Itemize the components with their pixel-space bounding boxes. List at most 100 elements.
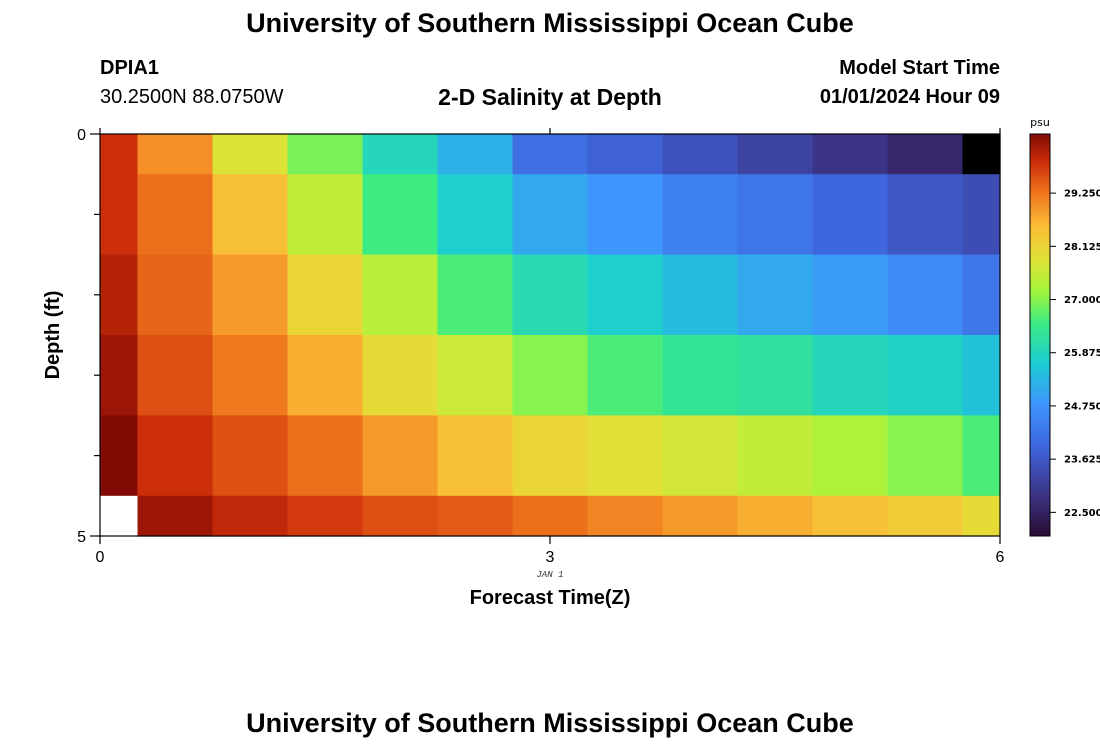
- heatmap-cell: [962, 495, 1001, 537]
- heatmap-cell: [662, 415, 739, 497]
- heatmap-cell: [737, 335, 814, 416]
- heatmap-cell: [287, 134, 364, 175]
- heatmap-cell: [100, 174, 139, 256]
- heatmap-cell: [287, 254, 364, 336]
- heatmap-cell: [362, 174, 439, 256]
- heatmap-cell: [662, 174, 739, 256]
- heatmap-cell: [812, 134, 889, 175]
- heatmap-cell: [887, 335, 964, 416]
- heatmap-cell: [512, 335, 589, 416]
- heatmap-cell: [362, 415, 439, 497]
- heatmap-cell: [662, 254, 739, 336]
- heatmap-cell: [437, 495, 514, 537]
- heatmap-cell: [887, 254, 964, 336]
- heatmap-cell: [812, 254, 889, 336]
- heatmap-cell: [362, 134, 439, 175]
- footer-title: University of Southern Mississippi Ocean…: [246, 708, 854, 738]
- heatmap-cell: [100, 254, 139, 336]
- heatmap-cell: [287, 495, 364, 537]
- station-coordinates: 30.2500N 88.0750W: [100, 86, 284, 108]
- heatmap-cell: [887, 174, 964, 256]
- colorbar-tick-label: 24.750: [1064, 401, 1100, 412]
- heatmap-cell: [212, 134, 289, 175]
- heatmap-cell: [887, 495, 964, 537]
- y-axis-label: Depth (ft): [42, 291, 64, 380]
- heatmap-cell: [662, 495, 739, 537]
- heatmap-cell: [137, 254, 214, 336]
- heatmap-cell: [137, 134, 214, 175]
- heatmap-cell: [587, 335, 664, 416]
- heatmap-cell: [212, 335, 289, 416]
- heatmap-cell: [662, 335, 739, 416]
- axis-ticks: [90, 128, 1001, 544]
- heatmap-cell: [587, 495, 664, 537]
- colorbar: 22.500 23.625 24.750 25.875 27.000 28.125 29.2…: [1029, 116, 1100, 537]
- heatmap-cell: [100, 335, 139, 416]
- heatmap-cell: [812, 335, 889, 416]
- heatmap-cell: [737, 415, 814, 497]
- heatmap-cell: [137, 335, 214, 416]
- heatmap-cell: [212, 495, 289, 537]
- colorbar-tick-label: 22.500: [1064, 508, 1100, 519]
- heatmap-cells: [100, 134, 1001, 537]
- heatmap-cell: [512, 134, 589, 175]
- heatmap-cell: [287, 335, 364, 416]
- heatmap-cell: [137, 174, 214, 256]
- heatmap-cell: [100, 495, 139, 537]
- heatmap-cell: [287, 174, 364, 256]
- x-date-label: JAN 1: [536, 570, 563, 580]
- x-tick-label: 3: [546, 549, 555, 566]
- heatmap-cell: [662, 134, 739, 175]
- heatmap-cell: [362, 335, 439, 416]
- x-tick-label: 0: [96, 549, 105, 566]
- x-tick-label: 6: [996, 549, 1005, 566]
- colorbar-tick-label: 25.875: [1064, 348, 1100, 359]
- heatmap-cell: [212, 254, 289, 336]
- model-start-value: 01/01/2024 Hour 09: [819, 86, 1000, 108]
- heatmap-cell: [812, 415, 889, 497]
- heatmap-cell: [737, 495, 814, 537]
- colorbar-tick-label: 28.125: [1064, 242, 1100, 253]
- heatmap-cell: [587, 174, 664, 256]
- heatmap-cell: [812, 495, 889, 537]
- heatmap-cell: [962, 335, 1001, 416]
- chart-subtitle: 2-D Salinity at Depth: [438, 84, 662, 110]
- heatmap-cell: [737, 254, 814, 336]
- heatmap-cell: [812, 174, 889, 256]
- chart-title: University of Southern Mississippi Ocean…: [246, 8, 854, 38]
- heatmap-cell: [100, 415, 139, 497]
- heatmap-cell: [587, 415, 664, 497]
- heatmap-cell: [887, 134, 964, 175]
- heatmap-cell: [587, 134, 664, 175]
- heatmap-cell: [212, 415, 289, 497]
- y-tick-label: 0: [77, 127, 86, 144]
- colorbar-gradient: [1029, 133, 1051, 537]
- colorbar-tick-label: 29.250: [1064, 189, 1100, 200]
- heatmap-cell: [437, 134, 514, 175]
- y-tick-label: 5: [77, 529, 86, 546]
- heatmap-cell: [512, 174, 589, 256]
- heatmap-cell: [512, 415, 589, 497]
- station-id: DPIA1: [100, 57, 159, 79]
- colorbar-ticks: 22.500 23.625 24.750 25.875 27.000 28.125 29.2…: [1050, 189, 1100, 519]
- heatmap-cell: [512, 495, 589, 537]
- heatmap-cell: [737, 134, 814, 175]
- heatmap-cell: [962, 415, 1001, 497]
- heatmap-cell: [137, 415, 214, 497]
- colorbar-unit: psu: [1030, 116, 1050, 129]
- colorbar-tick-label: 27.000: [1064, 295, 1100, 306]
- heatmap-cell: [137, 495, 214, 537]
- heatmap-cell: [362, 254, 439, 336]
- heatmap-cell: [287, 415, 364, 497]
- heatmap-cell: [962, 174, 1001, 256]
- heatmap-cell: [737, 174, 814, 256]
- heatmap-cell: [512, 254, 589, 336]
- heatmap-cell: [437, 174, 514, 256]
- heatmap-cell: [962, 134, 1001, 175]
- x-axis-label: Forecast Time(Z): [470, 587, 631, 609]
- heatmap-cell: [212, 174, 289, 256]
- heatmap-cell: [587, 254, 664, 336]
- heatmap-cell: [962, 254, 1001, 336]
- heatmap-cell: [100, 134, 139, 175]
